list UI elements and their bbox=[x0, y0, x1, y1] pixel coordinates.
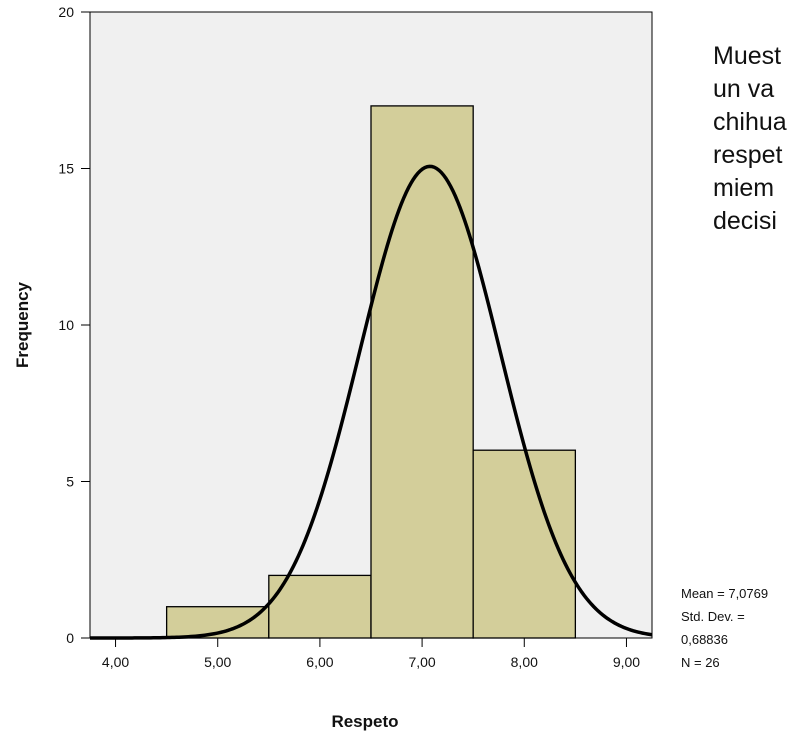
x-tick-label: 5,00 bbox=[204, 654, 231, 670]
side-text-line: un va bbox=[713, 75, 775, 103]
side-text-line: decisi bbox=[713, 207, 777, 235]
x-tick-label: 8,00 bbox=[511, 654, 538, 670]
histogram-bar bbox=[472, 449, 577, 639]
n-stat: N = 26 bbox=[681, 655, 720, 670]
y-axis-ticks: 0 5 10 15 20 bbox=[58, 4, 90, 646]
x-tick-label: 4,00 bbox=[102, 654, 129, 670]
std-dev-label: Std. Dev. = bbox=[681, 609, 745, 624]
x-axis-ticks: 4,00 5,00 6,00 7,00 8,00 9,00 bbox=[102, 638, 640, 670]
side-text-block: Muest un va chihua respet miem decisi bbox=[713, 40, 808, 238]
y-tick-label: 5 bbox=[66, 474, 74, 490]
x-tick-label: 9,00 bbox=[613, 654, 640, 670]
std-dev-value: 0,68836 bbox=[681, 632, 728, 647]
y-tick-label: 10 bbox=[58, 317, 74, 333]
x-tick-label: 6,00 bbox=[306, 654, 333, 670]
y-tick-label: 20 bbox=[58, 4, 74, 20]
y-tick-label: 15 bbox=[58, 161, 74, 177]
x-axis-title: Respeto bbox=[331, 712, 398, 731]
y-tick-label: 0 bbox=[66, 630, 74, 646]
normal-curve bbox=[90, 164, 653, 640]
histogram-bar bbox=[370, 105, 474, 639]
y-axis-title: Frequency bbox=[13, 281, 32, 368]
side-text-line: miem bbox=[713, 174, 775, 202]
side-text-line: respet bbox=[713, 141, 783, 169]
mean-stat: Mean = 7,0769 bbox=[681, 586, 769, 601]
histogram-bar bbox=[268, 574, 372, 639]
side-text-line: chihua bbox=[713, 108, 787, 136]
x-tick-label: 7,00 bbox=[408, 654, 435, 670]
bars-group bbox=[165, 105, 577, 639]
side-text-line: Muest bbox=[713, 42, 782, 70]
statistics-box: Mean = 7,0769 Std. Dev. = 0,68836 N = 26 bbox=[681, 582, 808, 674]
